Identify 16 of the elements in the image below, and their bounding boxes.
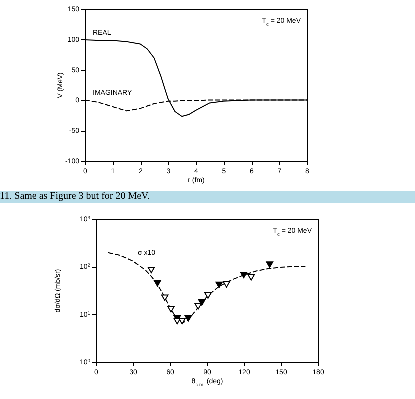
point <box>248 274 256 281</box>
point <box>168 306 175 313</box>
point <box>198 300 206 306</box>
line-series <box>108 252 306 324</box>
point <box>216 282 223 288</box>
point <box>240 272 248 279</box>
point <box>148 267 156 274</box>
point <box>154 280 162 287</box>
point <box>194 303 202 310</box>
point <box>223 281 230 288</box>
point <box>204 292 212 299</box>
point <box>161 294 169 302</box>
point <box>266 262 274 268</box>
chart-title: 11. Same as Figure 3 but for 20 MeV. <box>0 191 415 203</box>
point <box>178 318 186 325</box>
point <box>184 315 192 322</box>
